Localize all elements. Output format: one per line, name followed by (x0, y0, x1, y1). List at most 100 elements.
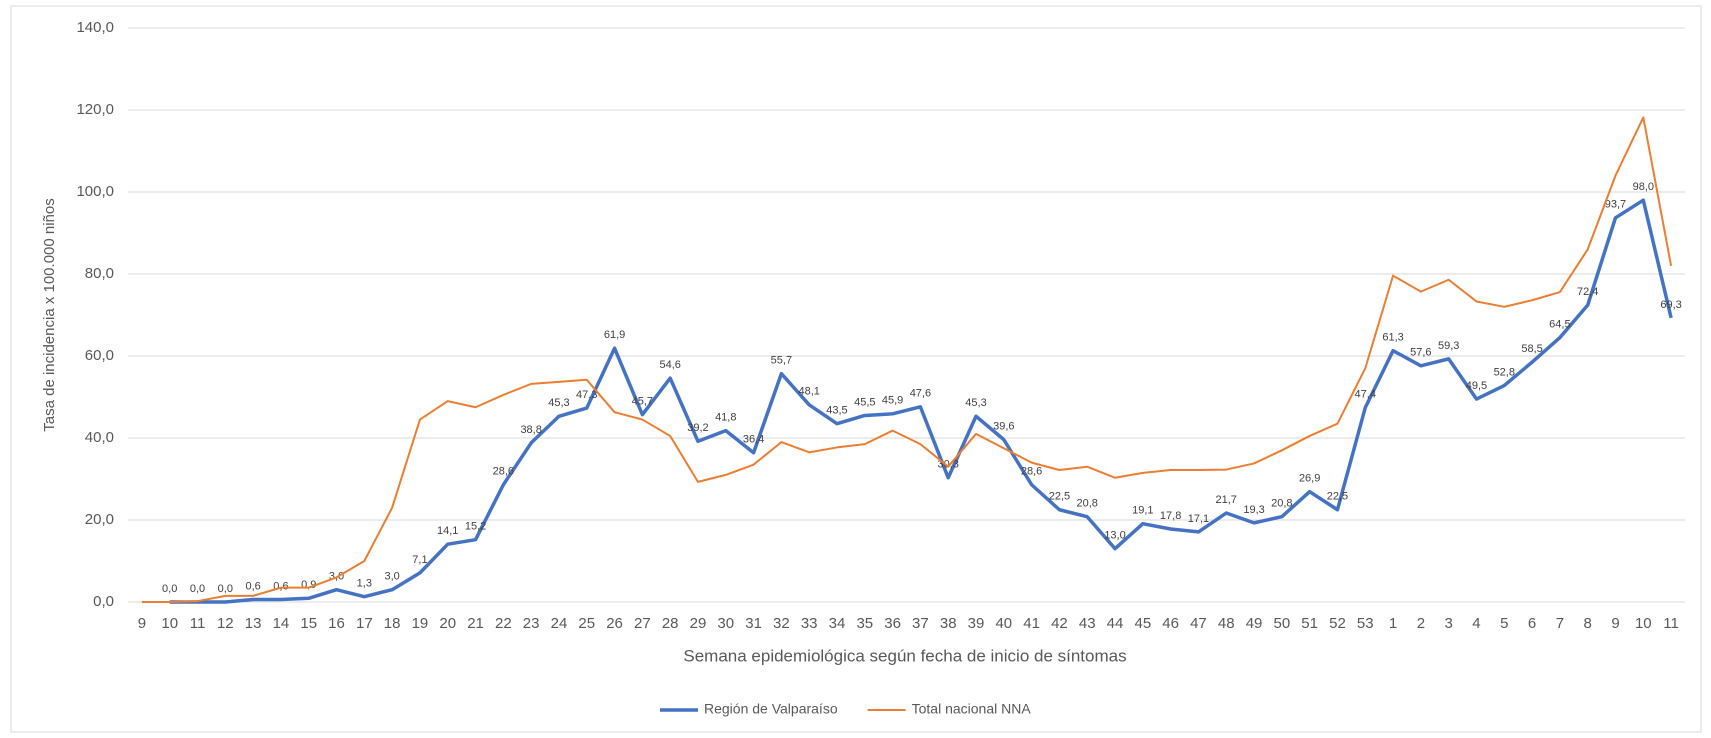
x-tick-label: 10 (161, 615, 178, 632)
y-tick-label: 60,0 (85, 347, 114, 364)
y-tick-label: 140,0 (76, 19, 114, 36)
data-label: 45,7 (632, 396, 653, 408)
x-tick-label: 8 (1584, 615, 1592, 632)
x-tick-label: 48 (1218, 615, 1235, 632)
x-tick-label: 21 (467, 615, 484, 632)
data-label: 59,3 (1438, 340, 1459, 352)
x-tick-label: 17 (356, 615, 373, 632)
data-label: 48,1 (798, 386, 819, 398)
data-label: 64,5 (1549, 318, 1570, 330)
x-tick-label: 35 (856, 615, 873, 632)
x-tick-label: 46 (1162, 615, 1179, 632)
x-tick-label: 50 (1274, 615, 1291, 632)
legend-label: Región de Valparaíso (704, 701, 838, 717)
data-label: 57,6 (1410, 347, 1431, 359)
x-tick-label: 9 (138, 615, 146, 632)
data-label: 19,3 (1243, 504, 1264, 516)
data-label: 17,8 (1160, 510, 1181, 522)
x-tick-label: 39 (968, 615, 985, 632)
data-label: 47,3 (576, 389, 597, 401)
x-tick-label: 11 (190, 615, 206, 632)
x-tick-label: 29 (690, 615, 707, 632)
data-label: 22,5 (1049, 491, 1070, 503)
y-tick-label: 20,0 (85, 511, 114, 528)
x-tick-label: 33 (801, 615, 818, 632)
data-label: 47,6 (910, 388, 931, 400)
data-label: 28,6 (493, 466, 514, 478)
data-label: 26,9 (1299, 473, 1320, 485)
data-label: 17,1 (1188, 513, 1209, 525)
x-tick-label: 53 (1357, 615, 1374, 632)
x-tick-label: 47 (1190, 615, 1207, 632)
x-tick-label: 51 (1301, 615, 1318, 632)
x-tick-label: 10 (1635, 615, 1652, 632)
legend-label: Total nacional NNA (912, 701, 1032, 717)
x-tick-label: 11 (1663, 615, 1679, 632)
chart-frame (10, 5, 1702, 733)
x-tick-label: 4 (1472, 615, 1480, 632)
x-tick-label: 52 (1329, 615, 1346, 632)
x-tick-label: 18 (384, 615, 401, 632)
data-label: 72,4 (1577, 286, 1598, 298)
x-tick-label: 43 (1079, 615, 1096, 632)
y-tick-label: 100,0 (76, 183, 114, 200)
x-tick-label: 42 (1051, 615, 1068, 632)
x-tick-label: 14 (273, 615, 290, 632)
x-tick-label: 45 (1134, 615, 1151, 632)
series-line (141, 116, 1673, 603)
data-label: 45,5 (854, 396, 875, 408)
x-tick-label: 20 (439, 615, 456, 632)
data-label: 43,5 (826, 405, 847, 417)
series-line (169, 198, 1673, 604)
data-label: 1,3 (357, 578, 372, 590)
x-tick-label: 3 (1444, 615, 1452, 632)
x-tick-label: 1 (1389, 615, 1397, 632)
data-label: 28,6 (1021, 466, 1042, 478)
y-tick-label: 0,0 (93, 593, 114, 610)
x-tick-label: 9 (1611, 615, 1619, 632)
y-tick-label: 40,0 (85, 429, 114, 446)
x-tick-label: 38 (940, 615, 957, 632)
x-axis-title: Semana epidemiológica según fecha de ini… (683, 646, 1126, 665)
y-tick-label: 120,0 (76, 101, 114, 118)
y-tick-label: 80,0 (85, 265, 114, 282)
x-tick-label: 49 (1246, 615, 1263, 632)
x-tick-label: 28 (662, 615, 679, 632)
data-label: 98,0 (1633, 181, 1654, 193)
data-label: 52,8 (1494, 366, 1515, 378)
data-label: 20,8 (1271, 498, 1292, 510)
x-tick-label: 2 (1417, 615, 1425, 632)
data-label: 45,3 (965, 397, 986, 409)
data-label: 45,9 (882, 395, 903, 407)
data-label: 61,3 (1382, 332, 1403, 344)
x-tick-label: 22 (495, 615, 512, 632)
x-tick-label: 15 (300, 615, 317, 632)
data-label: 41,8 (715, 412, 736, 424)
data-label: 61,9 (604, 329, 625, 341)
data-label: 14,1 (437, 525, 458, 537)
x-tick-label: 25 (578, 615, 595, 632)
data-label: 21,7 (1216, 494, 1237, 506)
data-label: 20,8 (1077, 498, 1098, 510)
x-tick-label: 34 (829, 615, 846, 632)
x-tick-label: 19 (412, 615, 429, 632)
data-label: 55,7 (771, 355, 792, 367)
x-tick-label: 16 (328, 615, 345, 632)
data-label: 0,0 (218, 583, 233, 595)
x-tick-label: 12 (217, 615, 234, 632)
data-label: 13,0 (1104, 530, 1125, 542)
x-tick-label: 32 (773, 615, 790, 632)
data-label: 93,7 (1605, 199, 1626, 211)
y-axis-title: Tasa de incidencia x 100.000 niños (41, 198, 58, 432)
data-label: 38,8 (520, 424, 541, 436)
data-label: 0,6 (245, 580, 260, 592)
data-label: 0,6 (273, 580, 288, 592)
x-tick-label: 24 (551, 615, 568, 632)
data-label: 39,6 (993, 421, 1014, 433)
data-label: 39,2 (687, 422, 708, 434)
data-label: 0,0 (190, 583, 205, 595)
x-tick-label: 13 (245, 615, 262, 632)
x-tick-label: 44 (1107, 615, 1124, 632)
x-tick-label: 31 (745, 615, 762, 632)
